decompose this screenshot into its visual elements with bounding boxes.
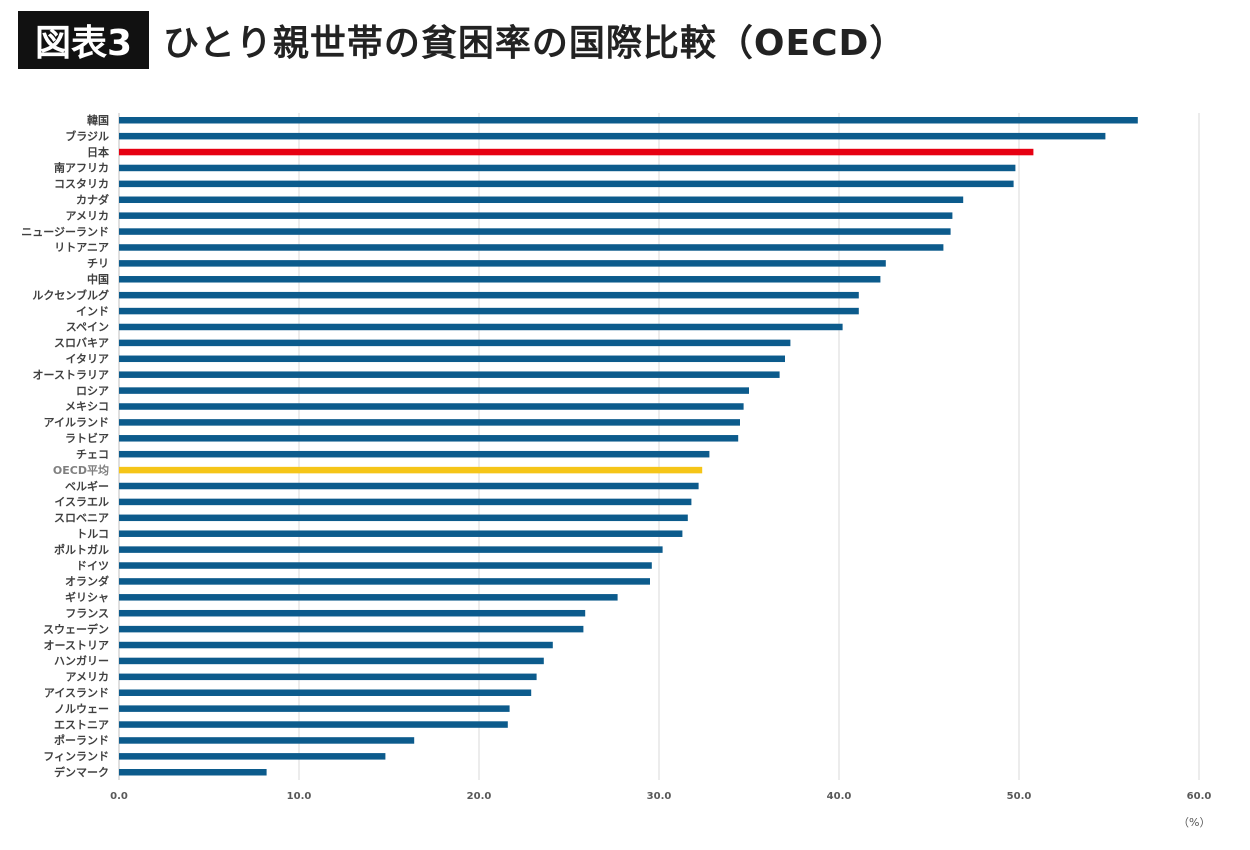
- category-label: コスタリカ: [54, 178, 109, 191]
- bar: [119, 578, 650, 585]
- figure-badge: 図表3: [18, 11, 149, 69]
- category-label: オーストリア: [44, 639, 109, 652]
- bar: [119, 753, 386, 760]
- bar: [119, 530, 683, 537]
- category-label: フィンランド: [43, 750, 109, 763]
- category-label: アメリカ: [66, 209, 109, 222]
- bar: [119, 228, 951, 235]
- bar: [119, 403, 744, 410]
- bar: [119, 689, 532, 696]
- bar: [119, 244, 944, 251]
- x-tick-label: 60.0: [1187, 791, 1212, 802]
- bar: [119, 498, 692, 506]
- category-label: メキシコ: [65, 400, 109, 413]
- category-label: チェコ: [76, 448, 109, 461]
- bar: [119, 514, 688, 522]
- bar: [119, 212, 953, 219]
- category-label: エストニア: [54, 718, 109, 731]
- x-tick-label: 20.0: [467, 791, 492, 802]
- x-tick-label: 40.0: [827, 791, 852, 802]
- category-label: ロシア: [76, 384, 109, 397]
- bar: [119, 132, 1106, 140]
- category-label: スウェーデン: [43, 622, 109, 636]
- bar: [119, 339, 791, 347]
- bar: [119, 450, 710, 458]
- category-label: ポーランド: [54, 733, 109, 747]
- category-label: ブラジル: [65, 129, 109, 143]
- category-label: アイルランド: [44, 416, 109, 429]
- category-label: オランダ: [65, 574, 109, 588]
- category-label: アイスランド: [44, 686, 109, 699]
- bar: [119, 721, 508, 728]
- category-label: ルクセンブルグ: [32, 288, 109, 302]
- category-label: イスラエル: [54, 496, 109, 509]
- category-label: スロバキア: [54, 337, 109, 350]
- category-label: 中国: [87, 272, 109, 286]
- bar: [119, 276, 881, 283]
- bar: [119, 562, 652, 569]
- bar: [119, 291, 859, 299]
- category-label: カナダ: [76, 193, 109, 207]
- bar: [119, 355, 785, 363]
- bar: [119, 371, 780, 378]
- bar: [119, 419, 740, 426]
- bar: [119, 673, 537, 681]
- bar: [119, 625, 584, 633]
- bar: [119, 657, 544, 665]
- category-label: 韓国: [87, 113, 109, 127]
- bar: [119, 482, 699, 490]
- bar: [119, 705, 510, 712]
- bar: [119, 737, 415, 744]
- bar: [119, 196, 964, 204]
- bar: [119, 594, 618, 601]
- category-label: 日本: [87, 145, 109, 159]
- x-tick-label: 10.0: [287, 791, 312, 802]
- category-label: OECD平均: [53, 463, 109, 477]
- chart-title: ひとり親世帯の貧困率の国際比較（OECD）: [163, 23, 907, 64]
- bar-japan: [119, 148, 1034, 156]
- x-tick-label: 50.0: [1007, 791, 1032, 802]
- category-label: リトアニア: [54, 241, 109, 254]
- x-tick-label: 30.0: [647, 791, 672, 802]
- category-label: ギリシャ: [65, 590, 109, 604]
- category-label: トルコ: [76, 527, 109, 540]
- bar: [119, 117, 1138, 124]
- bar: [119, 546, 663, 553]
- bar-oecd-average: [119, 466, 703, 474]
- category-label: ラトビア: [65, 431, 109, 445]
- bar: [119, 609, 586, 617]
- bar: [119, 641, 553, 649]
- category-label: オーストラリア: [33, 368, 109, 381]
- bar: [119, 323, 843, 331]
- category-label: ベルギー: [65, 479, 109, 493]
- category-label: アメリカ: [66, 671, 109, 684]
- bar: [119, 260, 886, 267]
- x-tick-label: 0.0: [110, 791, 128, 802]
- category-label: イタリア: [65, 353, 109, 366]
- bar: [119, 180, 1014, 188]
- category-label: インド: [76, 305, 109, 318]
- category-label: デンマーク: [54, 765, 109, 779]
- category-label: 南アフリカ: [54, 161, 109, 175]
- bar: [119, 769, 267, 776]
- bar: [119, 164, 1016, 172]
- category-label: ドイツ: [76, 559, 109, 572]
- category-label: ハンガリー: [54, 654, 109, 668]
- bar: [119, 435, 739, 442]
- category-label: ノルウェー: [54, 702, 109, 715]
- category-label: ニュージーランド: [21, 225, 109, 238]
- x-axis-unit-label: （%）: [1178, 816, 1211, 829]
- bar: [119, 387, 749, 394]
- category-label: ポルトガル: [54, 542, 109, 556]
- category-label: チリ: [87, 257, 109, 270]
- category-label: スロベニア: [54, 512, 109, 525]
- bar: [119, 307, 859, 315]
- category-label: スペイン: [66, 321, 109, 334]
- category-label: フランス: [65, 607, 109, 620]
